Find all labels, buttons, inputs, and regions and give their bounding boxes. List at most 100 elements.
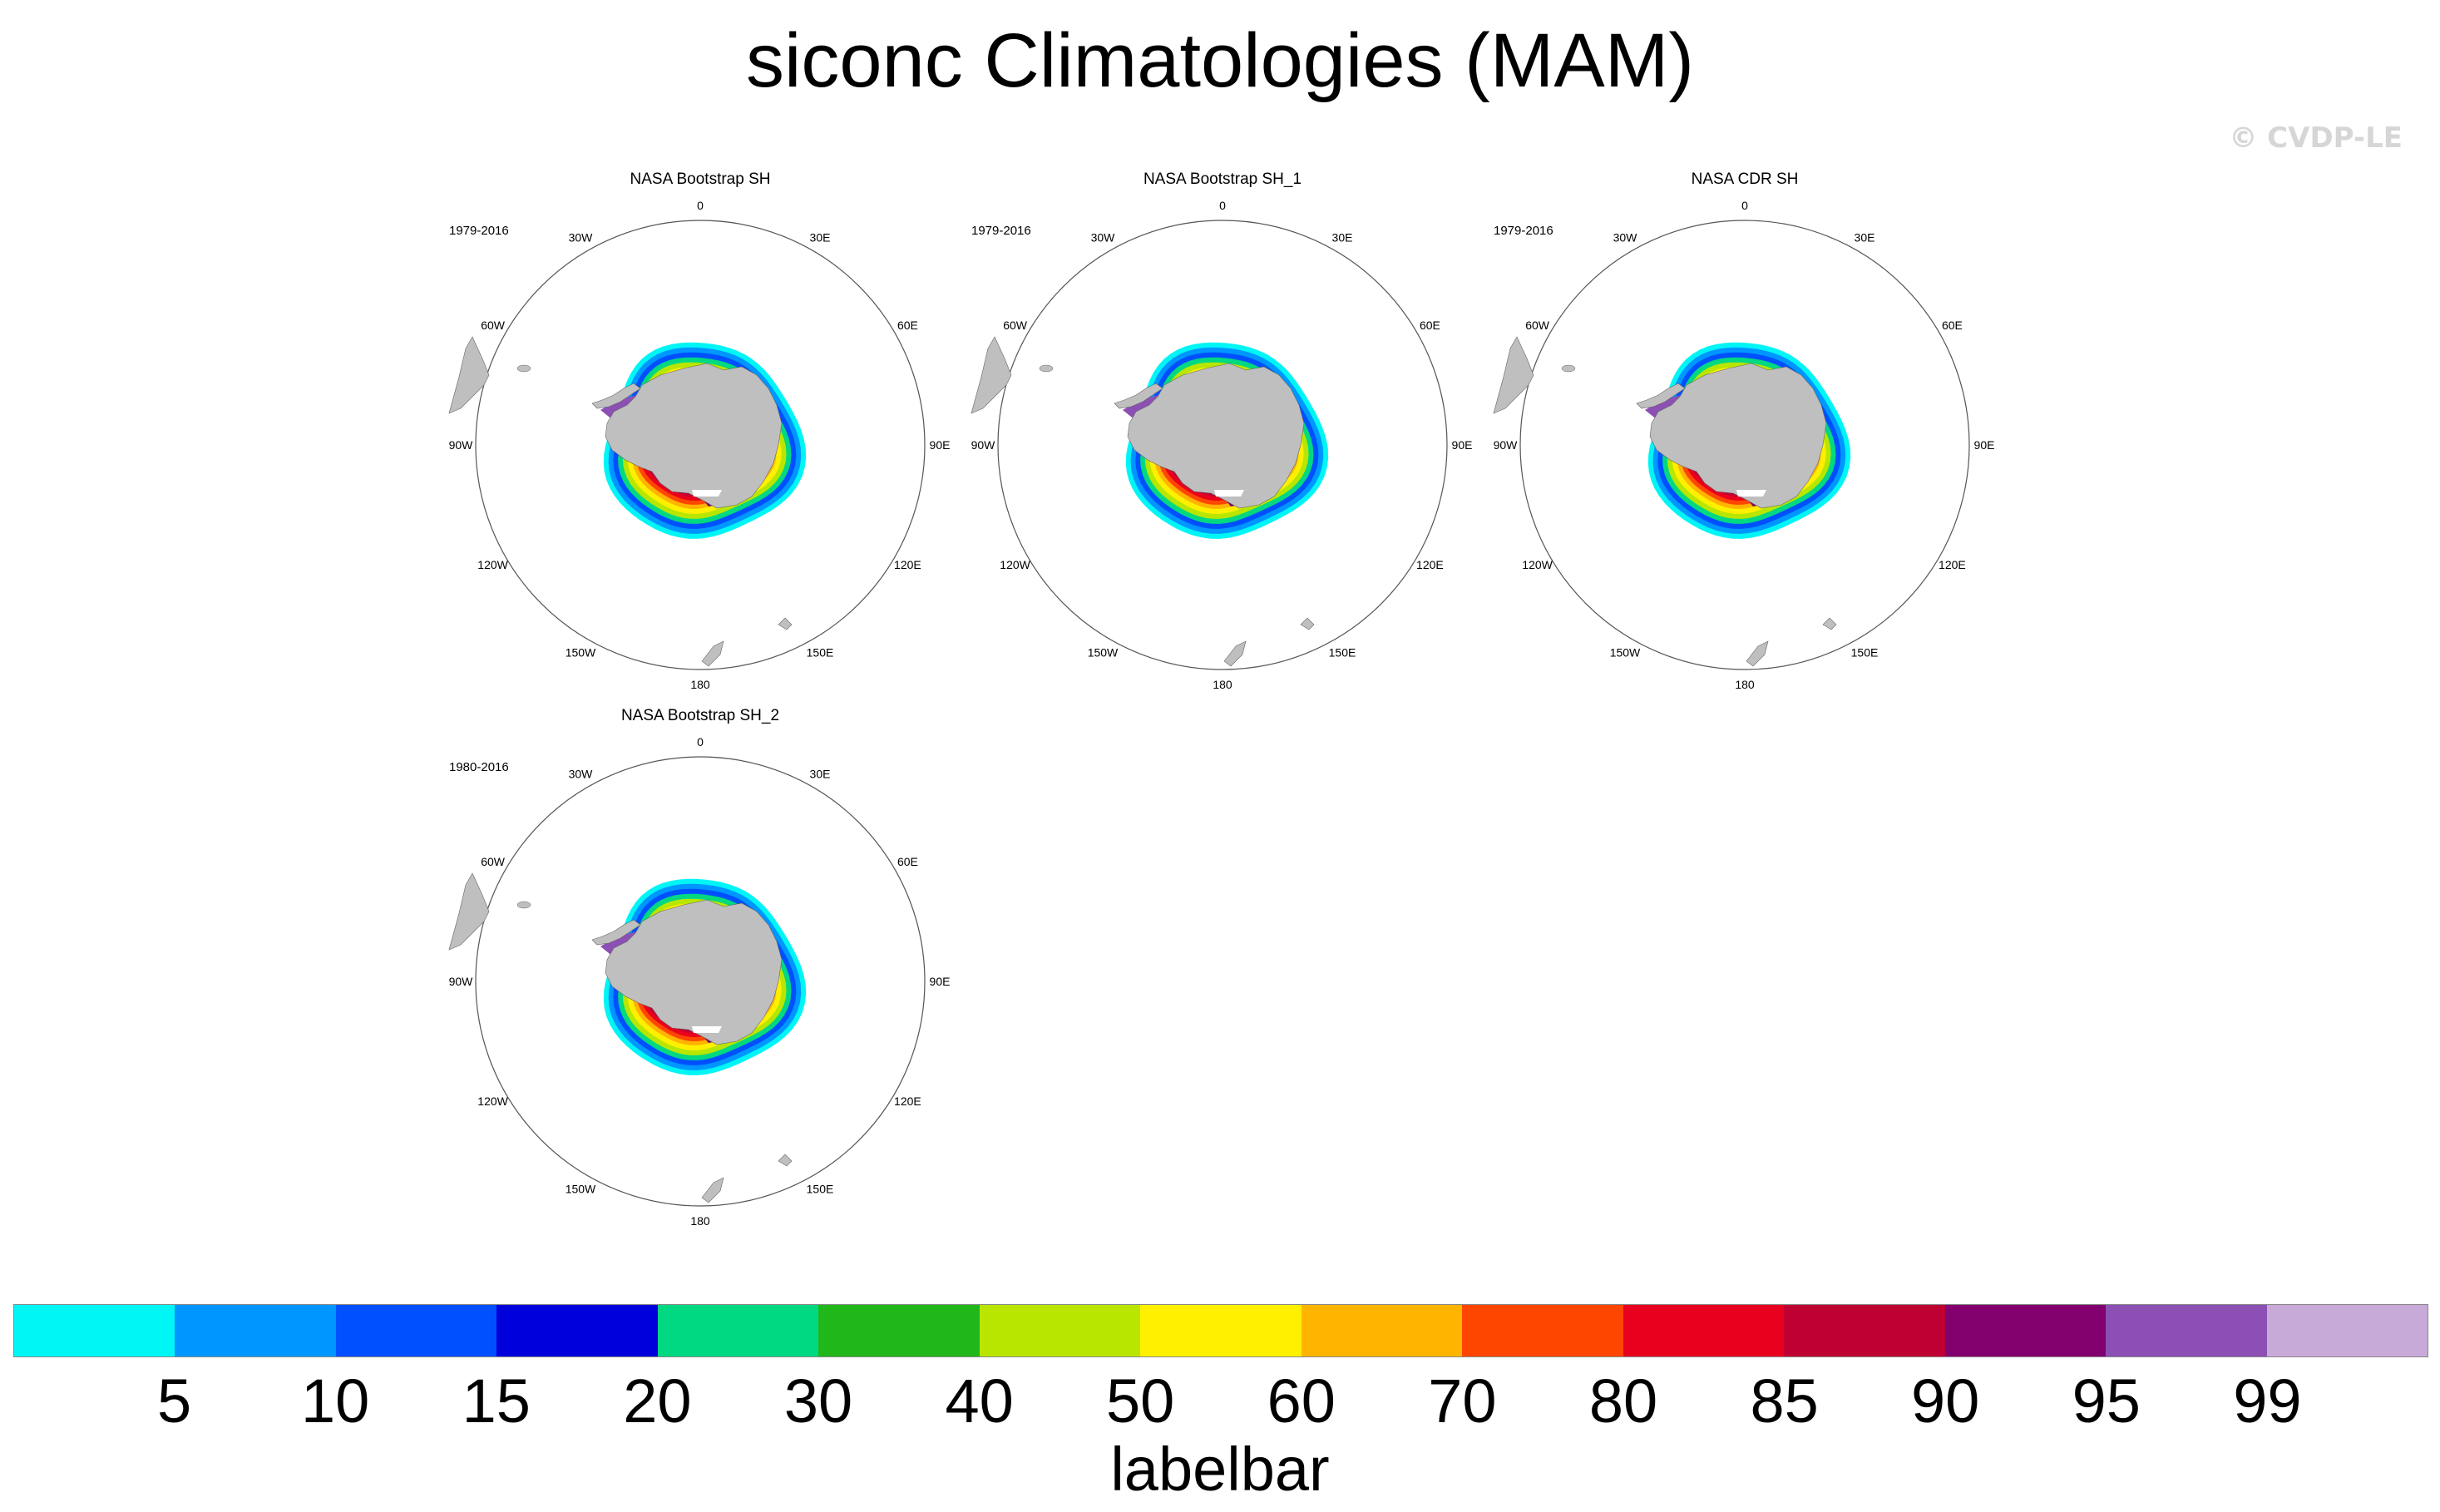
ice-shelf bbox=[692, 490, 722, 497]
longitude-label: 90W bbox=[449, 975, 474, 988]
longitude-label: 120E bbox=[894, 1094, 921, 1108]
new-zealand-landmass bbox=[701, 1177, 724, 1203]
longitude-label: 0 bbox=[1219, 199, 1226, 212]
longitude-label: 150W bbox=[566, 645, 596, 659]
labelbar-tick-label: 99 bbox=[2233, 1366, 2302, 1435]
longitude-label: 60E bbox=[897, 855, 918, 868]
ice-shelf bbox=[1214, 490, 1244, 497]
longitude-label: 120W bbox=[1000, 558, 1030, 571]
tasmania-landmass bbox=[778, 617, 793, 630]
labelbar-tick-label: 80 bbox=[1588, 1366, 1658, 1435]
longitude-label: 30W bbox=[569, 768, 594, 781]
new-zealand-landmass bbox=[701, 640, 724, 667]
longitude-label: 120W bbox=[1522, 558, 1553, 571]
labelbar-tick-label: 40 bbox=[945, 1366, 1014, 1435]
longitude-label: 30W bbox=[569, 231, 594, 245]
map-panel: 0 30E 60E 90E 120E 150E 180 150W 120W 90W 60W 30W NA… bbox=[1487, 170, 2003, 703]
longitude-label: 90W bbox=[1494, 438, 1519, 452]
longitude-label: 180 bbox=[690, 1214, 710, 1228]
longitude-label: 30W bbox=[1091, 231, 1116, 245]
antarctica-landmass bbox=[1127, 363, 1305, 509]
south-america-landmass bbox=[971, 336, 1012, 414]
panel-title: NASA Bootstrap SH bbox=[630, 170, 771, 188]
longitude-label: 150E bbox=[1329, 645, 1356, 659]
longitude-label: 90E bbox=[1452, 438, 1473, 452]
map-panel: 0 30E 60E 90E 120E 150E 180 150W 120W 90W 60W 30W NA… bbox=[442, 170, 958, 703]
map-panel: 0 30E 60E 90E 120E 150E 180 150W 120W 90W 60W 30W NA… bbox=[965, 170, 1480, 703]
longitude-label: 60E bbox=[1942, 319, 1963, 332]
labelbar-tick-label: 10 bbox=[301, 1366, 370, 1435]
longitude-label: 90E bbox=[1974, 438, 1995, 452]
panel-title: NASA Bootstrap SH_1 bbox=[1143, 170, 1302, 188]
polar-map: 0 30E 60E 90E 120E 150E 180 150W 120W 90W 60W 30W bbox=[971, 199, 1473, 691]
labelbar-tick-label: 70 bbox=[1428, 1366, 1497, 1435]
south-america-landmass bbox=[448, 336, 490, 414]
panel-title: NASA Bootstrap SH_2 bbox=[620, 707, 780, 724]
labelbar-color-box bbox=[1301, 1305, 1463, 1356]
longitude-label: 90W bbox=[449, 438, 474, 452]
panel-title: NASA CDR SH bbox=[1691, 170, 1799, 188]
watermark: © CVDP-LE bbox=[2229, 121, 2403, 155]
figure-title: siconc Climatologies (MAM) bbox=[745, 18, 1695, 103]
panel-period: 1979-2016 bbox=[971, 224, 1031, 238]
longitude-label: 30E bbox=[810, 768, 831, 781]
labelbar-tick-label: 60 bbox=[1267, 1366, 1336, 1435]
longitude-label: 30W bbox=[1613, 231, 1638, 245]
map-panel: 0 30E 60E 90E 120E 150E 180 150W 120W 90W 60W 30W NA… bbox=[442, 707, 958, 1239]
labelbar-color-box bbox=[14, 1305, 175, 1356]
longitude-label: 150W bbox=[566, 1182, 596, 1195]
longitude-label: 30E bbox=[1332, 231, 1353, 245]
labelbar-title: labelbar bbox=[1110, 1435, 1330, 1504]
longitude-label: 60W bbox=[1525, 319, 1550, 332]
labelbar-color-box bbox=[979, 1305, 1141, 1356]
ice-shelf bbox=[1736, 490, 1766, 497]
labelbar-color-box bbox=[657, 1305, 819, 1356]
labelbar-tick-label: 90 bbox=[1911, 1366, 1980, 1435]
tasmania-landmass bbox=[1300, 617, 1315, 630]
longitude-label: 0 bbox=[1741, 199, 1748, 212]
labelbar-tick-label: 20 bbox=[623, 1366, 692, 1435]
labelbar-tick-label: 50 bbox=[1106, 1366, 1175, 1435]
longitude-label: 60W bbox=[481, 855, 506, 868]
longitude-label: 120W bbox=[477, 558, 508, 571]
longitude-label: 150E bbox=[1851, 645, 1879, 659]
polar-map: 0 30E 60E 90E 120E 150E 180 150W 120W 90W 60W 30W bbox=[448, 199, 950, 691]
labelbar-color-box bbox=[175, 1305, 336, 1356]
polar-map: 0 30E 60E 90E 120E 150E 180 150W 120W 90W 60W 30W bbox=[1493, 199, 1995, 691]
antarctica-landmass bbox=[605, 899, 783, 1045]
labelbar-color-box bbox=[335, 1305, 497, 1356]
antarctic-peninsula bbox=[1114, 383, 1163, 409]
antarctica-landmass bbox=[605, 363, 783, 509]
antarctic-peninsula bbox=[591, 383, 641, 409]
south-america-landmass bbox=[1493, 336, 1534, 414]
color-labelbar bbox=[13, 1304, 2428, 1357]
ice-shelf bbox=[692, 1026, 722, 1033]
labelbar-tick-label: 15 bbox=[462, 1366, 531, 1435]
longitude-label: 60W bbox=[1003, 319, 1028, 332]
longitude-label: 180 bbox=[690, 678, 710, 691]
panel-period: 1979-2016 bbox=[1494, 224, 1553, 238]
polar-map: 0 30E 60E 90E 120E 150E 180 150W 120W 90W 60W 30W bbox=[448, 735, 951, 1228]
island bbox=[516, 364, 531, 373]
longitude-label: 150E bbox=[807, 1182, 834, 1195]
new-zealand-landmass bbox=[1223, 640, 1247, 667]
longitude-label: 60E bbox=[897, 319, 918, 332]
labelbar-color-box bbox=[1944, 1305, 2107, 1356]
labelbar-color-box bbox=[1784, 1305, 1945, 1356]
longitude-label: 150W bbox=[1610, 645, 1641, 659]
longitude-label: 60E bbox=[1420, 319, 1440, 332]
longitude-label: 90E bbox=[930, 975, 951, 988]
longitude-label: 150W bbox=[1088, 645, 1119, 659]
labelbar-color-box bbox=[496, 1305, 658, 1356]
longitude-label: 0 bbox=[697, 735, 704, 749]
tasmania-landmass bbox=[1822, 617, 1837, 630]
labelbar-color-box bbox=[2266, 1305, 2428, 1356]
longitude-label: 30E bbox=[810, 231, 831, 245]
antarctica-landmass bbox=[1649, 363, 1827, 509]
longitude-label: 120E bbox=[1416, 558, 1444, 571]
longitude-label: 180 bbox=[1213, 678, 1232, 691]
longitude-label: 120E bbox=[1939, 558, 1966, 571]
labelbar-tick-label: 85 bbox=[1750, 1366, 1819, 1435]
longitude-label: 180 bbox=[1735, 678, 1755, 691]
longitude-label: 120W bbox=[477, 1094, 508, 1108]
